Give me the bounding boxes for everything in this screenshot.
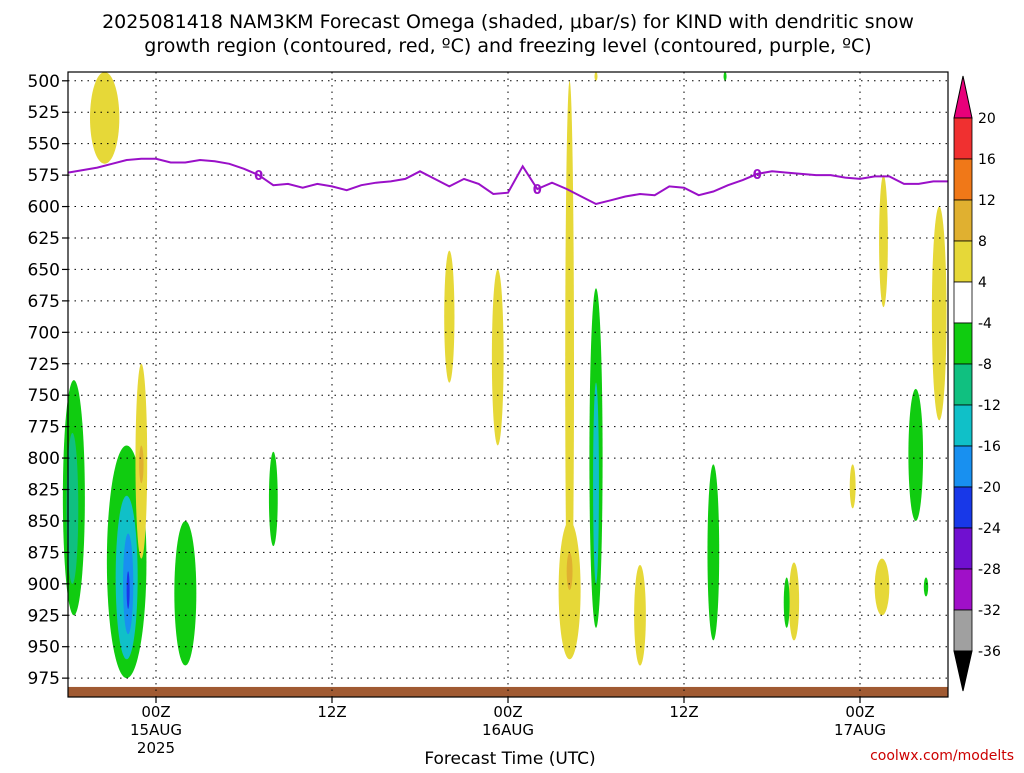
omega-region — [849, 464, 856, 509]
y-tick-label: 650 — [28, 260, 60, 280]
omega-region — [707, 464, 720, 641]
y-tick-label: 550 — [28, 135, 60, 155]
omega-region — [268, 451, 278, 547]
omega-region — [723, 72, 727, 81]
omega-region — [566, 552, 573, 591]
freezing-level-label: 0 — [753, 168, 762, 183]
colorbar-band — [953, 568, 973, 611]
y-tick-label: 500 — [28, 72, 60, 92]
y-tick-label: 925 — [28, 606, 60, 626]
x-tick-label: 00Z — [845, 703, 874, 721]
x-tick-label: 17AUG — [834, 721, 886, 739]
colorbar-label: 12 — [978, 193, 996, 209]
y-tick-label: 975 — [28, 669, 60, 689]
omega-region — [593, 382, 599, 584]
colorbar-label: -4 — [978, 316, 992, 332]
credit-text: coolwx.com/modelts — [870, 748, 1014, 764]
y-tick-label: 675 — [28, 292, 60, 312]
y-tick-label: 725 — [28, 355, 60, 375]
y-tick-label: 750 — [28, 386, 60, 406]
x-tick-label: 00Z — [493, 703, 522, 721]
colorbar-label: 20 — [978, 111, 996, 127]
omega-region — [174, 520, 197, 666]
terrain-strip — [68, 686, 948, 697]
y-tick-label: 625 — [28, 229, 60, 249]
colorbar-band — [953, 363, 973, 406]
freezing-level-line — [67, 157, 948, 206]
colorbar-top-arrow — [953, 75, 973, 119]
y-tick-label: 825 — [28, 481, 60, 501]
colorbar-label: -8 — [978, 357, 992, 373]
omega-region — [788, 562, 800, 641]
y-tick-label: 850 — [28, 512, 60, 532]
omega-region — [879, 175, 888, 308]
colorbar-band — [953, 404, 973, 447]
colorbar-band — [953, 240, 973, 283]
omega-region — [594, 72, 598, 81]
colorbar: 20 16 12 8 4 -4 -8 -12 -16 -20 -24 -28 -32 -36 — [953, 75, 1001, 692]
terrain — [68, 686, 948, 697]
chart-title-line2: growth region (contoured, red, ºC) and f… — [144, 35, 871, 57]
colorbar-label: -32 — [978, 603, 1001, 619]
colorbar-label: 8 — [978, 234, 987, 250]
freezing-level-contour: 0 0 0 — [67, 157, 948, 206]
y-tick-label: 700 — [28, 323, 60, 343]
omega-region — [444, 250, 455, 383]
omega-region — [491, 269, 504, 446]
chart-title-line1: 2025081418 NAM3KM Forecast Omega (shaded… — [102, 11, 914, 33]
colorbar-band — [953, 281, 973, 324]
omega-region — [66, 432, 79, 584]
colorbar-band — [953, 117, 973, 160]
y-tick-label: 875 — [28, 543, 60, 563]
colorbar-label: -36 — [978, 644, 1001, 660]
x-tick-label: 12Z — [669, 703, 698, 721]
colorbar-label: -20 — [978, 480, 1001, 496]
y-tick-label: 525 — [28, 103, 60, 123]
colorbar-band — [953, 609, 973, 652]
y-tick-label: 900 — [28, 575, 60, 595]
omega-region — [783, 577, 790, 628]
colorbar-band — [953, 486, 973, 529]
y-tick-label: 575 — [28, 166, 60, 186]
y-tick-label: 775 — [28, 418, 60, 438]
omega-region — [908, 388, 924, 521]
y-tick-label: 950 — [28, 638, 60, 658]
x-tick-label: 15AUG — [130, 721, 182, 739]
grid-lines — [68, 72, 948, 697]
y-axis: 500 525 550 575 600 625 650 675 700 725 750 775 800 8… — [28, 72, 68, 689]
colorbar-band — [953, 527, 973, 570]
colorbar-label: -12 — [978, 398, 1001, 414]
colorbar-label: 4 — [978, 275, 987, 291]
colorbar-label: 16 — [978, 152, 996, 168]
colorbar-label: -16 — [978, 439, 1001, 455]
colorbar-label: -24 — [978, 521, 1001, 537]
omega-region — [923, 577, 929, 597]
freezing-level-label: 0 — [533, 183, 542, 198]
omega-region — [565, 80, 574, 660]
x-axis-label: Forecast Time (UTC) — [424, 749, 595, 768]
colorbar-band — [953, 445, 973, 488]
omega-region — [874, 558, 890, 616]
x-tick-label: 16AUG — [482, 721, 534, 739]
colorbar-bottom-arrow — [953, 650, 973, 692]
y-tick-label: 600 — [28, 198, 60, 218]
colorbar-band — [953, 199, 973, 242]
omega-region — [139, 445, 144, 484]
omega-region — [90, 72, 120, 164]
x-tick-label: 12Z — [317, 703, 346, 721]
y-tick-label: 800 — [28, 449, 60, 469]
colorbar-label: -28 — [978, 562, 1001, 578]
plot-area: 0 0 0 — [62, 71, 949, 698]
colorbar-band — [953, 322, 973, 365]
omega-region — [126, 571, 130, 609]
freezing-level-label: 0 — [254, 169, 263, 184]
colorbar-band — [953, 158, 973, 201]
x-tick-label: 2025 — [137, 739, 175, 757]
omega-region — [931, 206, 947, 421]
x-tick-label: 00Z — [141, 703, 170, 721]
